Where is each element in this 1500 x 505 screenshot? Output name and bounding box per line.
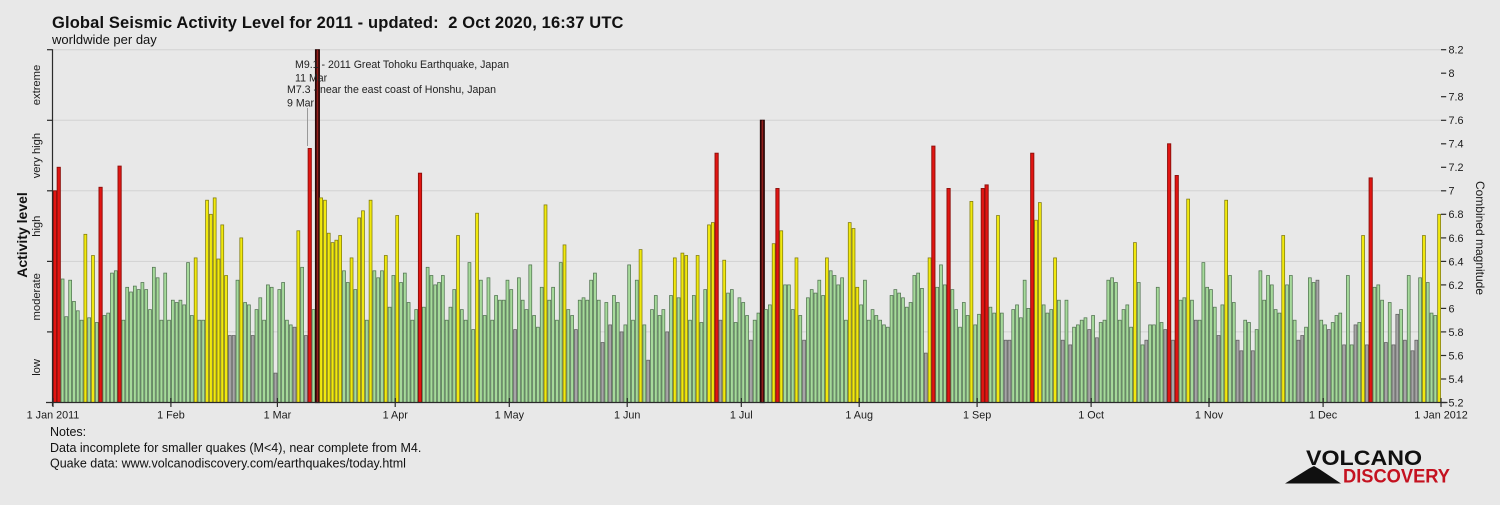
svg-text:M7.3 - near the east coast of: M7.3 - near the east coast of Honshu, Ja… [287,84,496,96]
svg-text:very high: very high [31,133,43,178]
svg-text:8.2: 8.2 [1449,45,1464,57]
svg-text:11 Mar: 11 Mar [295,73,328,85]
svg-text:DISCOVERY: DISCOVERY [1343,466,1450,488]
svg-text:8: 8 [1449,68,1455,80]
svg-text:extreme: extreme [31,65,43,105]
svg-text:Global Seismic Activity Level: Global Seismic Activity Level for 2011 -… [52,14,624,32]
svg-text:7.6: 7.6 [1449,115,1464,127]
svg-text:1 Jun: 1 Jun [614,410,640,422]
svg-text:6.2: 6.2 [1449,280,1464,292]
svg-text:5.6: 5.6 [1449,350,1464,362]
svg-text:Notes:: Notes: [50,425,86,439]
svg-text:6.6: 6.6 [1449,233,1464,245]
svg-text:1 Mar: 1 Mar [264,410,292,422]
svg-text:1 Sep: 1 Sep [963,410,991,422]
svg-text:1 Nov: 1 Nov [1195,410,1224,422]
svg-text:7.4: 7.4 [1449,139,1464,151]
svg-text:5.2: 5.2 [1449,397,1464,409]
svg-text:6.8: 6.8 [1449,209,1464,221]
svg-text:1 Oct: 1 Oct [1078,410,1104,422]
svg-text:6: 6 [1449,303,1455,315]
svg-text:1 Dec: 1 Dec [1309,410,1338,422]
svg-text:7: 7 [1449,186,1455,198]
svg-text:1 Jul: 1 Jul [730,410,753,422]
svg-text:M9.1 - 2011 Great Tohoku Earth: M9.1 - 2011 Great Tohoku Earthquake, Jap… [295,59,509,71]
svg-text:1 May: 1 May [495,410,525,422]
svg-text:1 Jan 2012: 1 Jan 2012 [1414,410,1467,422]
svg-text:worldwide per day: worldwide per day [51,32,157,47]
svg-text:6.4: 6.4 [1449,256,1464,268]
svg-text:1 Aug: 1 Aug [845,410,873,422]
svg-text:low: low [31,358,43,376]
svg-text:Data incomplete for smaller qu: Data incomplete for smaller quakes (M<4)… [50,441,421,455]
svg-text:high: high [31,216,43,237]
svg-text:1 Apr: 1 Apr [383,410,409,422]
svg-text:VOLCANO: VOLCANO [1306,446,1422,470]
svg-text:9 Mar: 9 Mar [287,98,315,110]
svg-text:Quake data: www.volcanodiscove: Quake data: www.volcanodiscovery.com/ear… [50,457,406,471]
svg-text:1 Jan 2011: 1 Jan 2011 [27,410,80,422]
svg-text:5.4: 5.4 [1449,374,1464,386]
svg-text:1 Feb: 1 Feb [157,410,185,422]
svg-text:Combined magnitude: Combined magnitude [1473,181,1487,295]
svg-text:5.8: 5.8 [1449,327,1464,339]
svg-text:Activity level: Activity level [14,192,30,278]
svg-text:moderate: moderate [31,273,43,320]
svg-text:7.2: 7.2 [1449,162,1464,174]
svg-text:7.8: 7.8 [1449,92,1464,104]
